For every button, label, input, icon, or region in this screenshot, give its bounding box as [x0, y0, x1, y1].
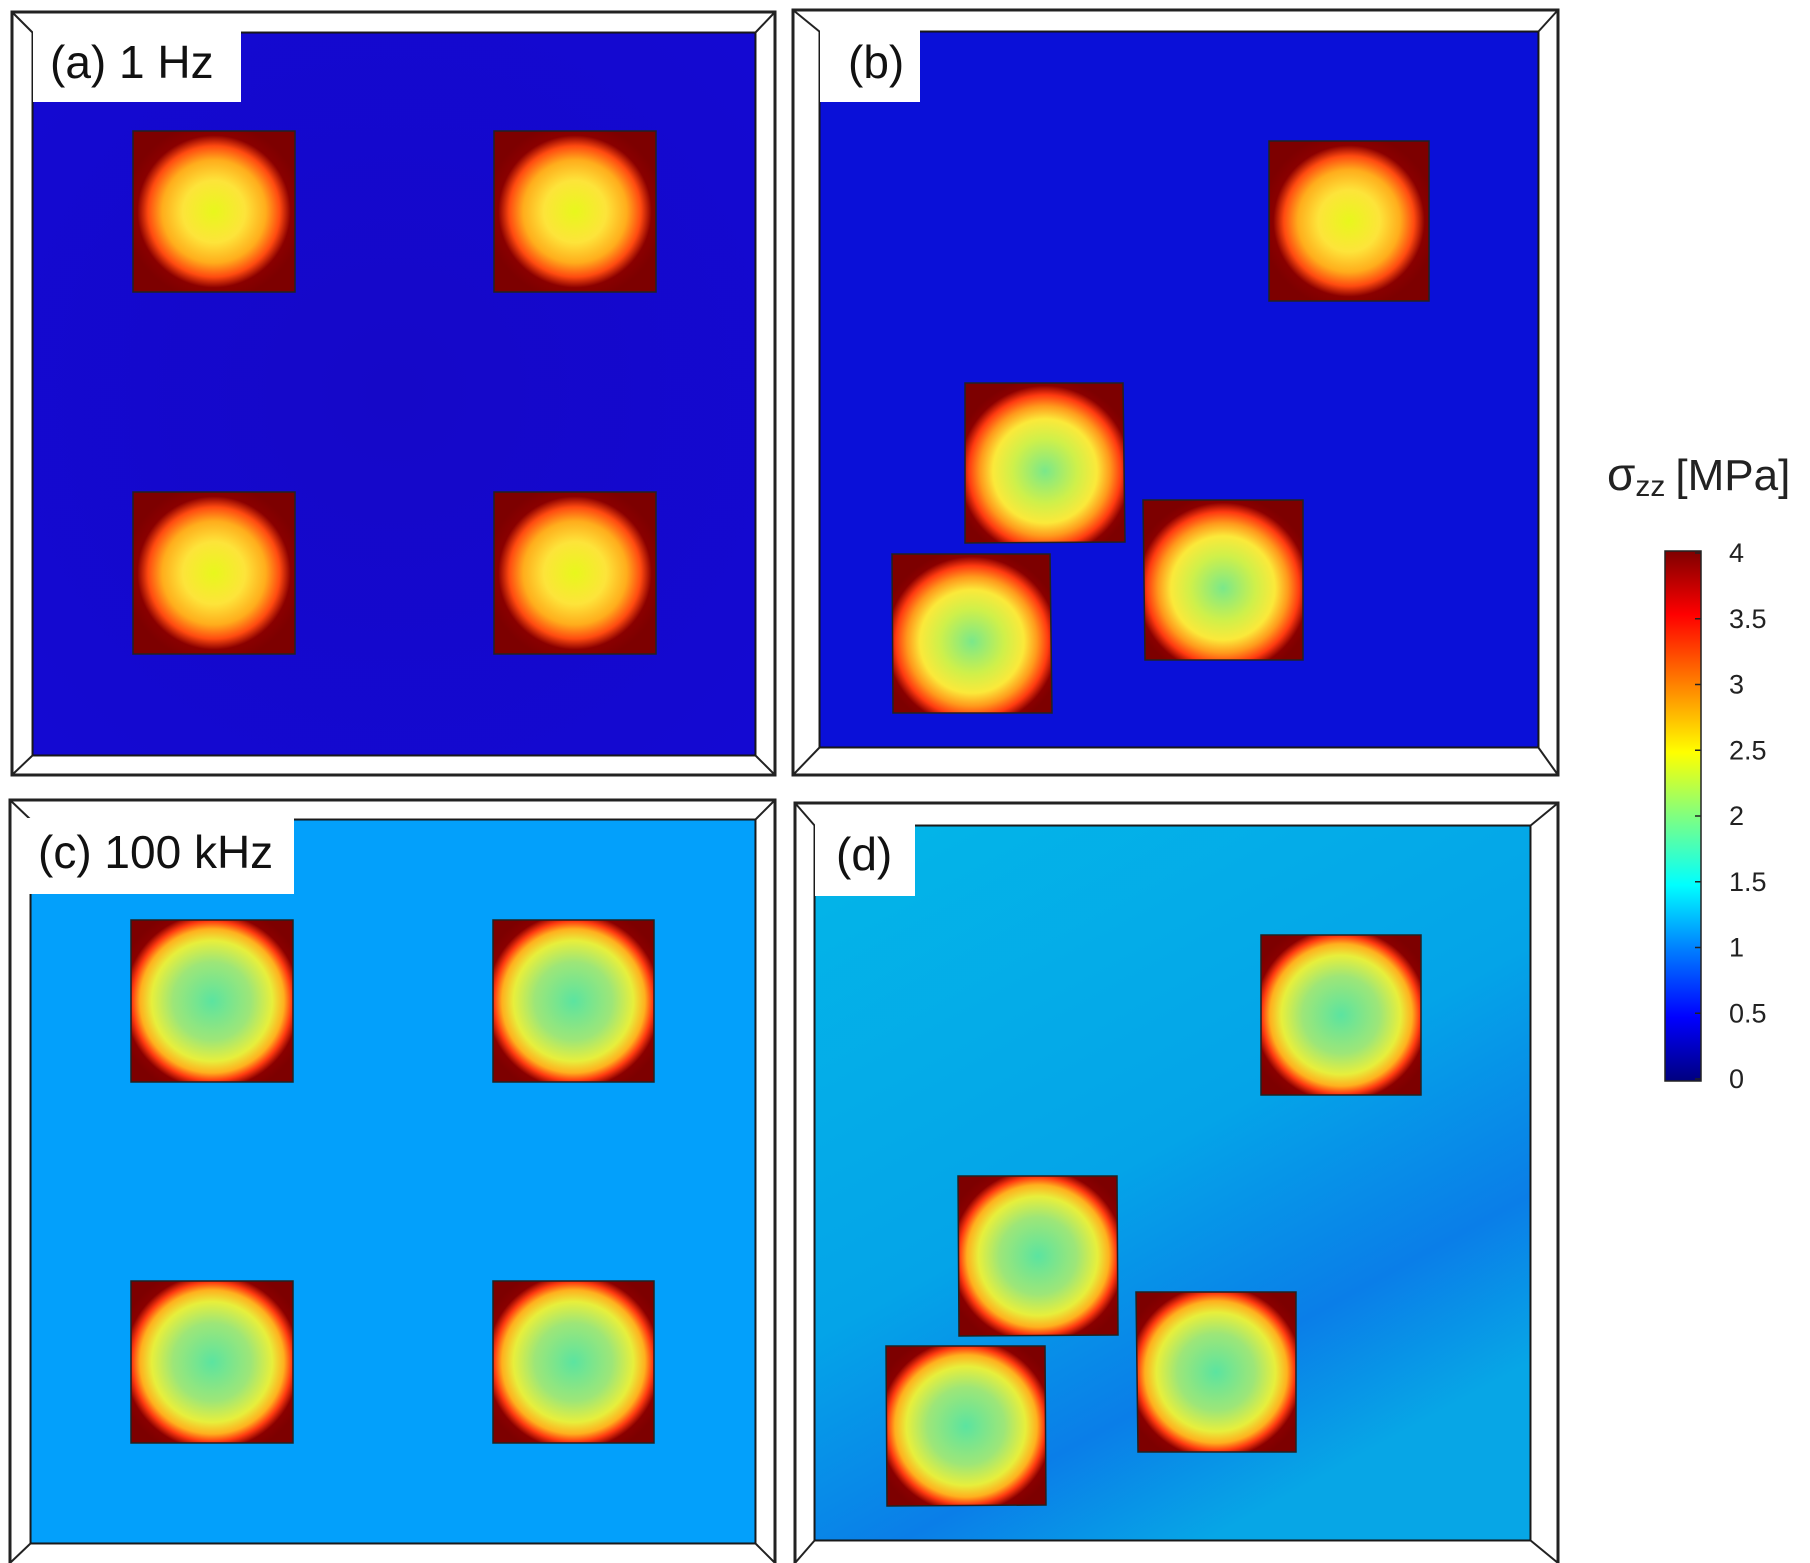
- particle: [130, 919, 294, 1083]
- panel-c-label-box: [26, 818, 294, 894]
- panel-d-label-box: [815, 820, 915, 896]
- panel-b: (b): [791, 8, 1560, 777]
- particle: [885, 1345, 1047, 1507]
- panel-d-label: (d): [836, 828, 892, 880]
- particle: [493, 130, 657, 293]
- panel-b-label-box: [820, 28, 920, 102]
- colorbar-tick-label: 3.5: [1729, 604, 1767, 634]
- particle: [1260, 934, 1422, 1096]
- colorbar: σzz [MPa] 4 3.5 3 2.5 2 1.5 1 0.5 0: [1607, 448, 1790, 1094]
- colorbar-tick-label: 0: [1729, 1064, 1744, 1094]
- particle: [1142, 499, 1304, 661]
- particle: [964, 382, 1126, 544]
- colorbar-tick-label: 0.5: [1729, 998, 1767, 1028]
- particle: [957, 1175, 1119, 1337]
- colorbar-tick-label: 2: [1729, 801, 1744, 831]
- particle: [891, 553, 1053, 714]
- colorbar-ticks: 4 3.5 3 2.5 2 1.5 1 0.5 0: [1695, 538, 1767, 1094]
- particle: [130, 1280, 294, 1444]
- colorbar-tick-label: 2.5: [1729, 735, 1767, 765]
- panel-c: (c) 100 kHz: [8, 798, 777, 1563]
- colorbar-title-unit: [MPa]: [1675, 451, 1790, 500]
- particle: [132, 130, 296, 293]
- colorbar-tick-label: 4: [1729, 538, 1744, 568]
- colorbar-tick-label: 1: [1729, 933, 1744, 963]
- particle: [132, 491, 296, 655]
- panel-d: (d): [793, 801, 1560, 1563]
- particle: [492, 1280, 655, 1444]
- particle: [493, 491, 657, 655]
- panel-b-label: (b): [848, 36, 904, 88]
- panel-c-label: (c) 100 kHz: [38, 826, 273, 878]
- colorbar-tick-label: 1.5: [1729, 867, 1767, 897]
- panel-a-label-box: [33, 28, 241, 102]
- panel-a-label: (a) 1 Hz: [50, 36, 214, 88]
- colorbar-title-symbol: σ: [1607, 448, 1635, 500]
- particle: [1135, 1291, 1297, 1453]
- colorbar-tick-label: 3: [1729, 670, 1744, 700]
- particle: [1268, 140, 1430, 302]
- colorbar-title-subscript: zz: [1635, 470, 1665, 503]
- particle: [492, 919, 655, 1083]
- panel-a: (a) 1 Hz: [10, 10, 777, 777]
- colorbar-title: σzz [MPa]: [1607, 448, 1790, 503]
